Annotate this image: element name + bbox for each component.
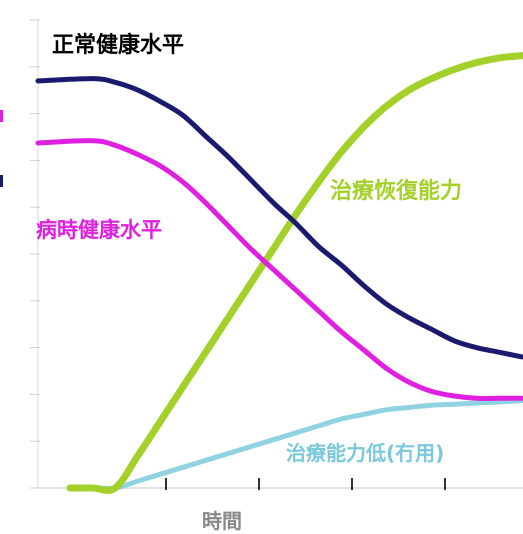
x-axis-ticks <box>165 478 446 490</box>
y-axis-ticks <box>30 19 40 489</box>
series-line-normal-health <box>35 76 523 360</box>
series-line-treatment-weak <box>67 398 523 491</box>
series-label-sick-health: 病時健康水平 <box>36 218 162 242</box>
x-axis-label: 時間 <box>202 509 242 533</box>
left-edge-navy-mark <box>0 175 3 187</box>
series-line-sick-health <box>35 138 523 401</box>
series-label-treatment-recovery: 治療恢復能力 <box>330 178 462 204</box>
left-edge-magenta-mark <box>0 110 3 122</box>
series-label-treatment-weak: 治療能力低(冇用) <box>286 441 444 465</box>
series-label-normal-health: 正常健康水平 <box>52 32 184 58</box>
y-axis <box>30 19 40 489</box>
series-line-treatment-recovery <box>66 52 523 494</box>
series-lines <box>35 52 523 494</box>
